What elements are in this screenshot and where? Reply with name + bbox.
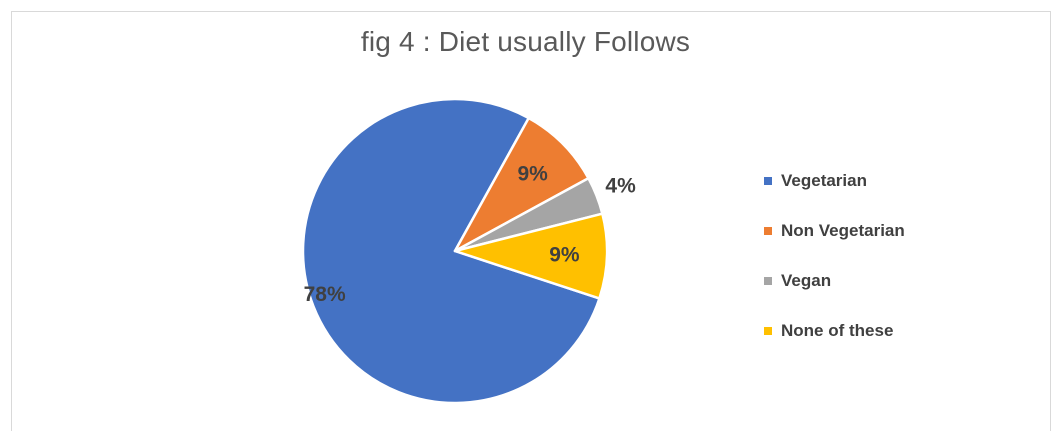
pie-slice-non-vegetarian (453, 116, 590, 253)
data-label-vegetarian: 78% (304, 283, 346, 306)
legend-label-vegan: Vegan (781, 271, 832, 290)
pie-chart: 78% 9% 4% 9% (301, 97, 636, 405)
legend-item-vegetarian: Vegetarian (764, 168, 905, 194)
legend-swatch-vegan (764, 277, 772, 285)
legend-item-vegan: Vegan (764, 268, 905, 294)
legend-item-non-vegetarian: Non Vegetarian (764, 218, 905, 244)
legend-swatch-none-of-these (764, 327, 772, 335)
data-label-vegan: 4% (605, 175, 636, 198)
pie-slice-vegetarian (301, 97, 601, 405)
chart-legend: Vegetarian Non Vegetarian Vegan None of … (764, 168, 905, 368)
data-label-non-vegetarian: 9% (517, 162, 548, 185)
pie-slice-none-of-these (453, 212, 609, 300)
legend-swatch-vegetarian (764, 177, 772, 185)
legend-label-none-of-these: None of these (781, 321, 894, 340)
legend-label-vegetarian: Vegetarian (781, 171, 867, 190)
chart-title: fig 4 : Diet usually Follows (360, 26, 691, 57)
legend-item-none-of-these: None of these (764, 318, 905, 344)
legend-label-non-vegetarian: Non Vegetarian (781, 221, 905, 240)
legend-swatch-non-vegetarian (764, 227, 772, 235)
data-label-none-of-these: 9% (549, 243, 580, 266)
